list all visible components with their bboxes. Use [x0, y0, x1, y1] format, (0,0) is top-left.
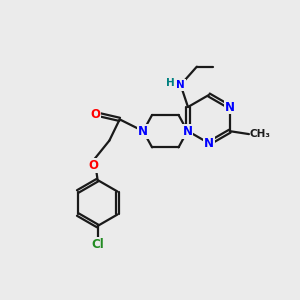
Text: O: O	[90, 109, 100, 122]
Text: N: N	[138, 125, 148, 138]
Text: CH₃: CH₃	[250, 129, 271, 139]
Text: O: O	[88, 159, 98, 172]
Text: N: N	[176, 80, 185, 90]
Text: N: N	[225, 100, 235, 113]
Text: N: N	[204, 137, 214, 150]
Text: N: N	[182, 125, 192, 138]
Text: Cl: Cl	[91, 238, 104, 251]
Text: H: H	[166, 78, 175, 88]
